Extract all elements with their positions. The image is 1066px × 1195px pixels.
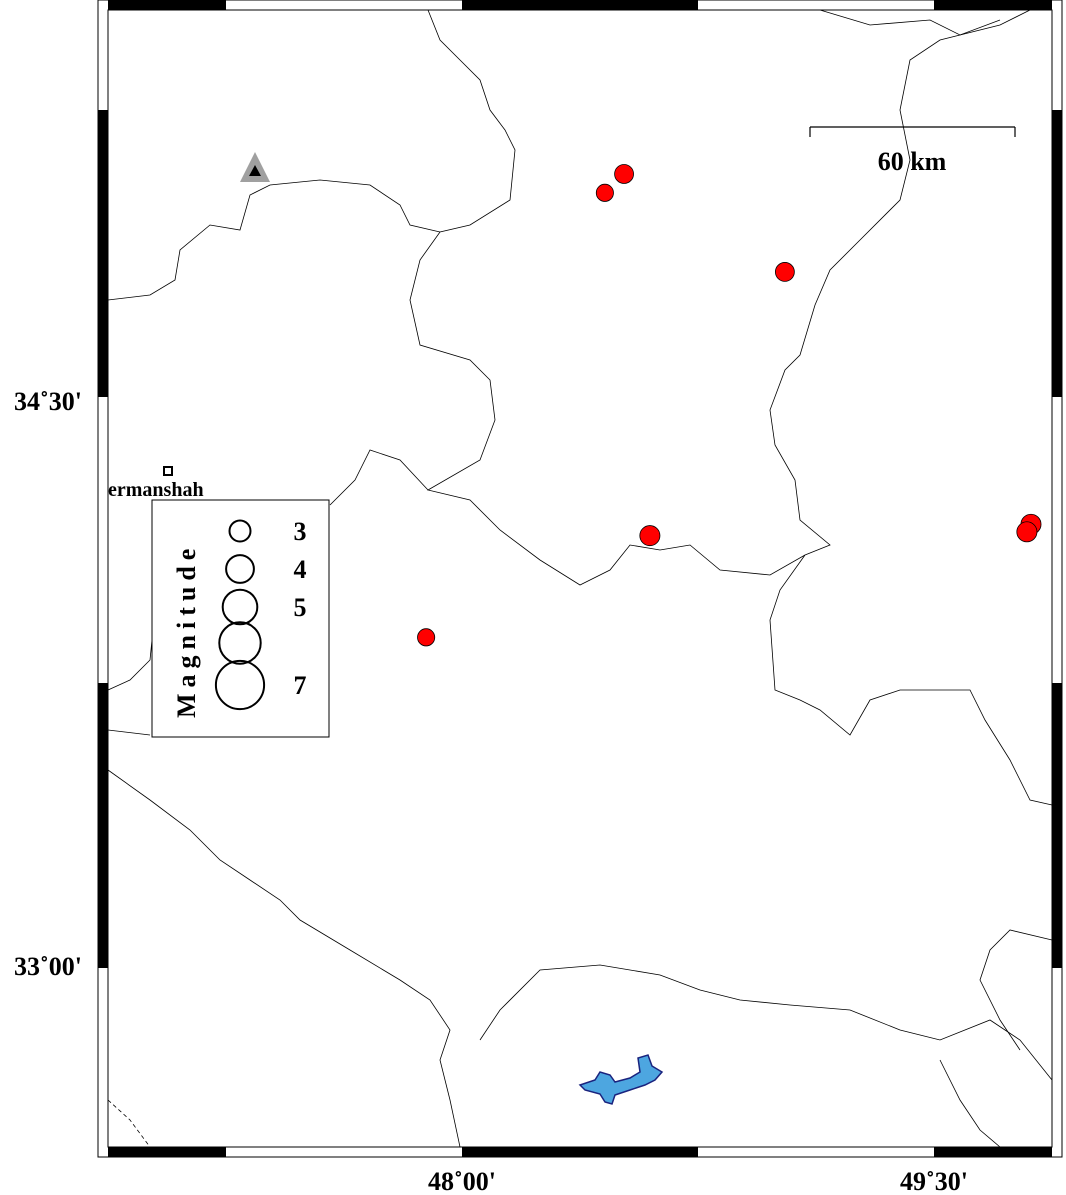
- legend-label: 4: [294, 555, 307, 584]
- legend-label: 5: [294, 593, 307, 622]
- legend-label: 3: [294, 517, 307, 546]
- province-borders: [107, 9, 1053, 1148]
- triangle-station-icon: [240, 152, 270, 182]
- earthquake-event: [417, 628, 436, 647]
- events: [417, 164, 1042, 647]
- lon-tick-label: 48˚00': [428, 1167, 496, 1195]
- legend-circle: [214, 659, 266, 711]
- earthquake-event: [774, 262, 795, 282]
- lat-tick-label: 33˚00': [14, 952, 82, 981]
- lake: [578, 1054, 664, 1105]
- legend-entries: 3 4 5 7: [214, 517, 307, 711]
- legend-circle: [228, 519, 252, 543]
- legend-label: 7: [294, 671, 307, 700]
- legend-box: [151, 499, 330, 738]
- legend-circle: [221, 588, 259, 626]
- scale-bar-label: 60 km: [878, 147, 947, 176]
- scale-bar: [809, 126, 1016, 137]
- earthquake-event: [595, 183, 614, 202]
- earthquake-event: [614, 164, 634, 184]
- city-label: ermanshah: [108, 479, 204, 501]
- frame-ticks: [98, 0, 1062, 1157]
- lat-tick-label: 34˚30': [14, 387, 82, 416]
- legend-circle: [218, 621, 262, 665]
- square-marker-icon: [163, 466, 173, 476]
- earthquake-event: [639, 525, 661, 547]
- lon-tick-label: 49˚30': [900, 1167, 968, 1195]
- legend-title: Magnitude: [172, 543, 201, 718]
- legend-circle: [225, 554, 255, 584]
- earthquake-event: [1016, 521, 1038, 543]
